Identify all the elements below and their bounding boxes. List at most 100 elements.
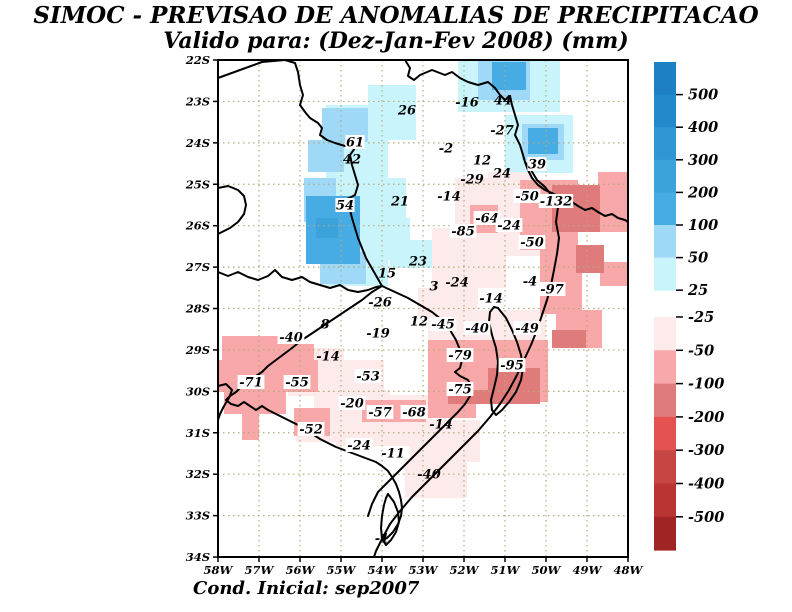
x-axis-label: 52W	[450, 563, 480, 577]
station-label-box	[538, 282, 566, 296]
station-label-box	[538, 194, 574, 208]
x-axis-label: 50W	[532, 563, 562, 577]
station-value-label: -40	[279, 331, 303, 346]
station-value-label: -132	[540, 195, 573, 210]
y-axis-label: 31S	[186, 426, 210, 440]
station-value-label: 23	[408, 255, 427, 270]
legend-negative-swatch	[654, 350, 676, 385]
y-axis-label: 32S	[186, 467, 210, 481]
y-axis-label: 24S	[185, 136, 210, 150]
station-label-box	[518, 235, 546, 249]
anomaly-cell	[242, 412, 259, 440]
anomaly-cell	[316, 218, 338, 238]
station-value-label: -53	[356, 370, 380, 385]
legend-negative-swatch	[654, 516, 676, 551]
map-border-line	[217, 185, 247, 235]
map-border-line	[488, 306, 524, 416]
station-value-label: -85	[451, 225, 475, 240]
station-value-label: -52	[299, 423, 323, 438]
anomaly-cell	[492, 62, 526, 90]
legend-positive-label: 300	[688, 152, 718, 169]
legend-negative-label: -25	[688, 309, 714, 326]
station-value-label: -1	[375, 532, 389, 547]
station-value-label: -55	[285, 376, 309, 391]
legend-negative-label: -200	[688, 409, 724, 426]
station-value-label: -68	[402, 406, 426, 421]
legend-positive-swatch	[654, 192, 676, 226]
legend-positive-label: 100	[688, 217, 718, 234]
y-axis-label: 25S	[185, 177, 210, 191]
station-value-label: -24	[445, 276, 469, 291]
legend-negative-label: -50	[688, 342, 714, 359]
legend-negative-swatch	[654, 483, 676, 518]
legend-positive-swatch	[654, 62, 676, 96]
x-axis-label: 55W	[327, 563, 357, 577]
legend-positive-label: 200	[687, 184, 718, 201]
station-label-box	[513, 189, 541, 203]
station-label-box	[277, 330, 305, 344]
station-value-label: 39	[528, 158, 546, 173]
legend-negative-swatch	[654, 450, 676, 484]
map-border-line	[380, 493, 400, 546]
station-value-label: -27	[490, 124, 514, 139]
y-axis-label: 34S	[186, 550, 210, 564]
station-label-box	[354, 369, 382, 383]
station-value-label: -26	[368, 296, 392, 311]
legend-negative-label: -300	[688, 442, 724, 459]
y-axis-label: 27S	[185, 260, 210, 274]
station-value-label: 26	[397, 104, 416, 119]
station-value-label: -4	[523, 275, 537, 290]
station-value-label: 12	[410, 315, 428, 330]
station-value-label: -64	[475, 212, 499, 227]
y-axis-label: 33S	[186, 509, 210, 523]
legend-negative-label: -500	[688, 509, 724, 526]
station-value-label: -50	[520, 236, 544, 251]
station-value-label: -11	[381, 447, 405, 462]
anomaly-cell	[390, 240, 432, 268]
anomaly-cell	[528, 128, 558, 154]
legend-positive-swatch	[654, 225, 676, 259]
anomaly-cell	[576, 245, 604, 273]
station-value-label: 12	[473, 154, 491, 169]
station-label-box	[446, 382, 474, 396]
anomaly-cell	[598, 172, 628, 232]
anomaly-cell	[600, 262, 627, 286]
station-value-label: 42	[343, 153, 361, 168]
figure-title: SIMOC - PREVISAO DE ANOMALIAS DE PRECIPI…	[33, 2, 759, 29]
x-axis-label: 53W	[409, 563, 439, 577]
station-label-box	[463, 321, 491, 335]
station-label-box	[498, 358, 526, 372]
legend-negative-label: -400	[688, 476, 724, 493]
anomaly-cell	[405, 458, 467, 498]
legend-positive-label: 500	[688, 87, 718, 104]
legend-negative-swatch	[654, 383, 676, 418]
station-value-label: -24	[497, 219, 521, 234]
station-value-label: -75	[448, 383, 472, 398]
station-value-label: -14	[437, 190, 461, 205]
x-axis-label: 56W	[286, 563, 316, 577]
y-axis-label: 28S	[185, 302, 210, 316]
station-label-box	[345, 438, 373, 452]
y-axis-label: 29S	[185, 343, 210, 357]
anomaly-cell	[308, 140, 344, 172]
station-value-label: -71	[239, 376, 263, 391]
station-value-label: 61	[346, 136, 364, 151]
station-value-label: -14	[316, 350, 340, 365]
station-value-label: 3	[429, 280, 438, 295]
station-value-label: -97	[540, 283, 564, 298]
legend-negative-swatch	[654, 317, 676, 351]
anomaly-cell	[552, 330, 586, 348]
station-label-box	[473, 211, 501, 225]
station-value-label: -45	[431, 318, 455, 333]
station-label-box	[446, 348, 474, 362]
station-label-box	[297, 422, 325, 436]
station-value-label: 44	[494, 94, 512, 109]
station-label-box	[338, 396, 366, 410]
legend-positive-label: 25	[687, 282, 708, 299]
legend-negative-label: -100	[688, 376, 724, 393]
station-label-box	[513, 321, 541, 335]
station-label-box	[429, 317, 457, 331]
initial-condition-caption: Cond. Inicial: sep2007	[193, 578, 420, 599]
station-label-box	[335, 198, 355, 212]
station-value-label: -19	[366, 327, 390, 342]
